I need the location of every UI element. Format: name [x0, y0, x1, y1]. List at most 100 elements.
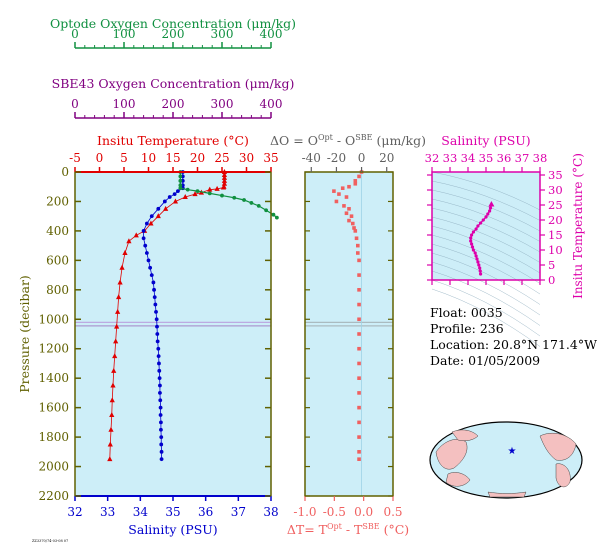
salinity-point — [159, 435, 164, 439]
optode-point — [249, 201, 254, 205]
main-panel: Insitu Temperature (°C) -5 0 5 10 15 20 25 30 35… — [17, 133, 279, 537]
salinity-point — [143, 243, 148, 248]
delta-o-axis-title: ΔO = OOpt - OSBE (μm/kg) — [270, 133, 426, 148]
temperature-point — [112, 353, 118, 359]
sbe43-axis-title: SBE43 Oxygen Concentration (μm/kg) — [52, 76, 295, 91]
inset-temperature-tick-label: 30 — [548, 183, 563, 197]
optode-tick-label-0: 0 — [71, 27, 79, 41]
delta-o-tick-label: -40 — [302, 151, 321, 165]
temperature-point — [182, 194, 188, 200]
delta-point — [357, 361, 361, 366]
temperature-tick-label: 30 — [239, 151, 254, 165]
profile-line: Profile: 236 — [430, 321, 504, 336]
date-line: Date: 01/05/2009 — [430, 353, 541, 368]
temperature-point — [221, 171, 228, 177]
ts-point — [470, 245, 475, 249]
optode-point — [242, 198, 246, 202]
ts-point — [479, 272, 483, 276]
delta-point — [357, 420, 361, 425]
pressure-tick-label: 1400 — [38, 371, 69, 385]
salinity-point — [172, 192, 177, 196]
delta-point — [342, 204, 346, 208]
delta-panel: ΔO = OOpt - OSBE (μm/kg) -40 -20 0 20 -1.0 -0… — [270, 133, 426, 537]
delta-point — [356, 243, 360, 248]
temperature-tick-label: 20 — [190, 151, 205, 165]
delta-point — [337, 192, 341, 196]
ts-point — [476, 224, 480, 228]
temperature-tick-label: 35 — [263, 151, 278, 165]
inset-salinity-tick-label: 36 — [497, 151, 512, 165]
delta-point — [344, 195, 349, 199]
inset-salinity-tick-label: 33 — [443, 151, 458, 165]
salinity-point — [152, 295, 157, 300]
optode-axis: Optode Oxygen Concentration (μm/kg) 0 100… — [50, 16, 296, 49]
salinity-point — [146, 258, 151, 263]
salinity-point — [159, 420, 163, 425]
optode-tick-label-100: 100 — [113, 27, 136, 41]
inset-salinity-tick-label: 38 — [533, 151, 548, 165]
float-line: Float: 0035 — [430, 305, 503, 320]
ts-point — [470, 242, 474, 246]
pressure-tick-label: 200 — [46, 194, 69, 208]
density-contour — [431, 279, 541, 337]
salinity-point — [156, 346, 161, 351]
delta-t-tick-label: -1.0 — [293, 505, 316, 519]
delta-o-tick-label: 0 — [358, 151, 366, 165]
inset-plot-area — [432, 172, 540, 280]
temperature-tick-label: 10 — [141, 151, 156, 165]
delta-point — [353, 179, 358, 183]
temperature-tick-label: 25 — [214, 151, 229, 165]
salinity-point — [148, 265, 153, 270]
temperature-point — [214, 185, 220, 191]
temperature-point — [192, 191, 198, 197]
delta-point — [356, 251, 360, 255]
temperature-point — [110, 382, 116, 388]
temperature-tick-label: -5 — [69, 151, 81, 165]
stamp-text: ZZ3370/74-03-08 07 — [32, 539, 68, 543]
density-contour — [431, 270, 541, 326]
ts-point — [484, 215, 488, 219]
temperature-point — [207, 186, 213, 192]
delta-point — [353, 181, 358, 186]
temperature-point — [119, 264, 125, 270]
salinity-point — [155, 339, 160, 344]
salinity-point — [141, 229, 146, 233]
inset-temperature-tick-label: 0 — [548, 273, 555, 287]
pressure-tick-label: 1200 — [38, 342, 69, 356]
optode-line — [179, 172, 278, 219]
inset-temperature-tick-label: 20 — [548, 213, 563, 227]
temperature-point — [117, 279, 123, 285]
salinity-tick-label: 38 — [263, 505, 278, 519]
salinity-point — [157, 361, 161, 366]
sbe43-tick-label-300: 300 — [211, 97, 234, 111]
delta-t-tick-label: -0.5 — [323, 505, 346, 519]
world-map: ★ — [429, 421, 583, 499]
salinity-point — [155, 324, 159, 329]
delta-point — [354, 236, 359, 241]
pressure-tick-label: 600 — [46, 253, 69, 267]
salinity-tick-label: 37 — [231, 505, 246, 519]
delta-point — [347, 184, 351, 189]
delta-point — [340, 186, 345, 190]
delta-t-tick-label: 0.0 — [354, 505, 373, 519]
inset-temperature-tick-label: 5 — [548, 258, 555, 272]
main-plot-area — [75, 172, 271, 496]
temperature-point — [221, 177, 228, 183]
salinity-point — [167, 195, 172, 199]
ts-point — [469, 239, 473, 243]
temperature-point — [116, 294, 122, 300]
pressure-tick-label: 2000 — [38, 460, 69, 474]
salinity-point — [155, 332, 160, 336]
temperature-point — [109, 397, 115, 403]
optode-point — [256, 203, 261, 208]
salinity-point — [156, 354, 161, 358]
ts-inset-panel: Salinity (PSU) 32 33 34 35 36 37 3805101520253… — [425, 133, 585, 347]
ts-point — [486, 212, 490, 216]
temperature-point — [126, 238, 132, 244]
delta-point — [349, 214, 354, 218]
delta-point — [332, 189, 336, 193]
salinity-point — [158, 398, 163, 403]
inset-salinity-tick-label: 32 — [425, 151, 440, 165]
temperature-point — [115, 308, 121, 314]
float-info: Float: 0035 Profile: 236 Location: 20.8°… — [430, 305, 600, 369]
